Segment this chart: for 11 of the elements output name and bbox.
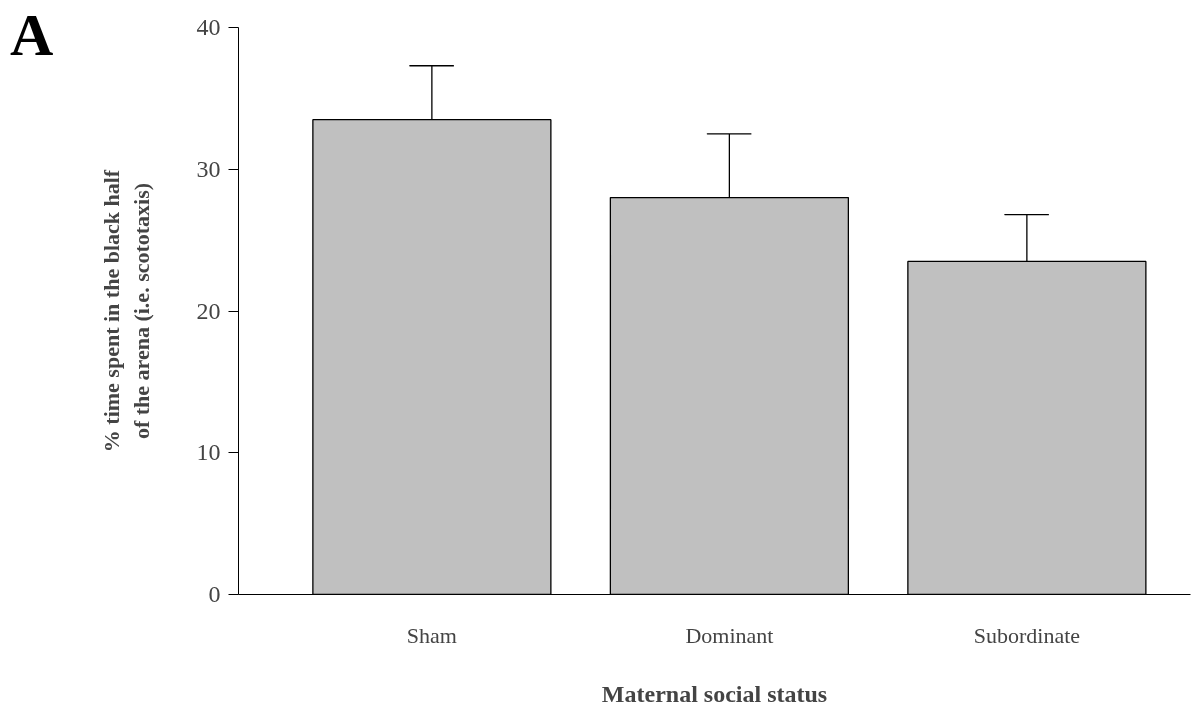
x-tick-label: Dominant xyxy=(685,622,774,648)
y-axis-title: % time spent in the black half of the arena (i.e. scototaxis) xyxy=(98,169,154,453)
y-tick-label: 0 xyxy=(208,581,221,607)
y-tick-label: 30 xyxy=(196,155,221,182)
y-tick-label: 10 xyxy=(196,439,221,466)
x-tick-label: Sham xyxy=(406,622,457,648)
x-tick-label: Subordinate xyxy=(973,622,1081,648)
x-axis-title: Maternal social status xyxy=(601,680,828,707)
y-tick-label: 20 xyxy=(196,297,221,324)
y-tick-label: 40 xyxy=(196,14,221,40)
text: A xyxy=(10,2,54,68)
